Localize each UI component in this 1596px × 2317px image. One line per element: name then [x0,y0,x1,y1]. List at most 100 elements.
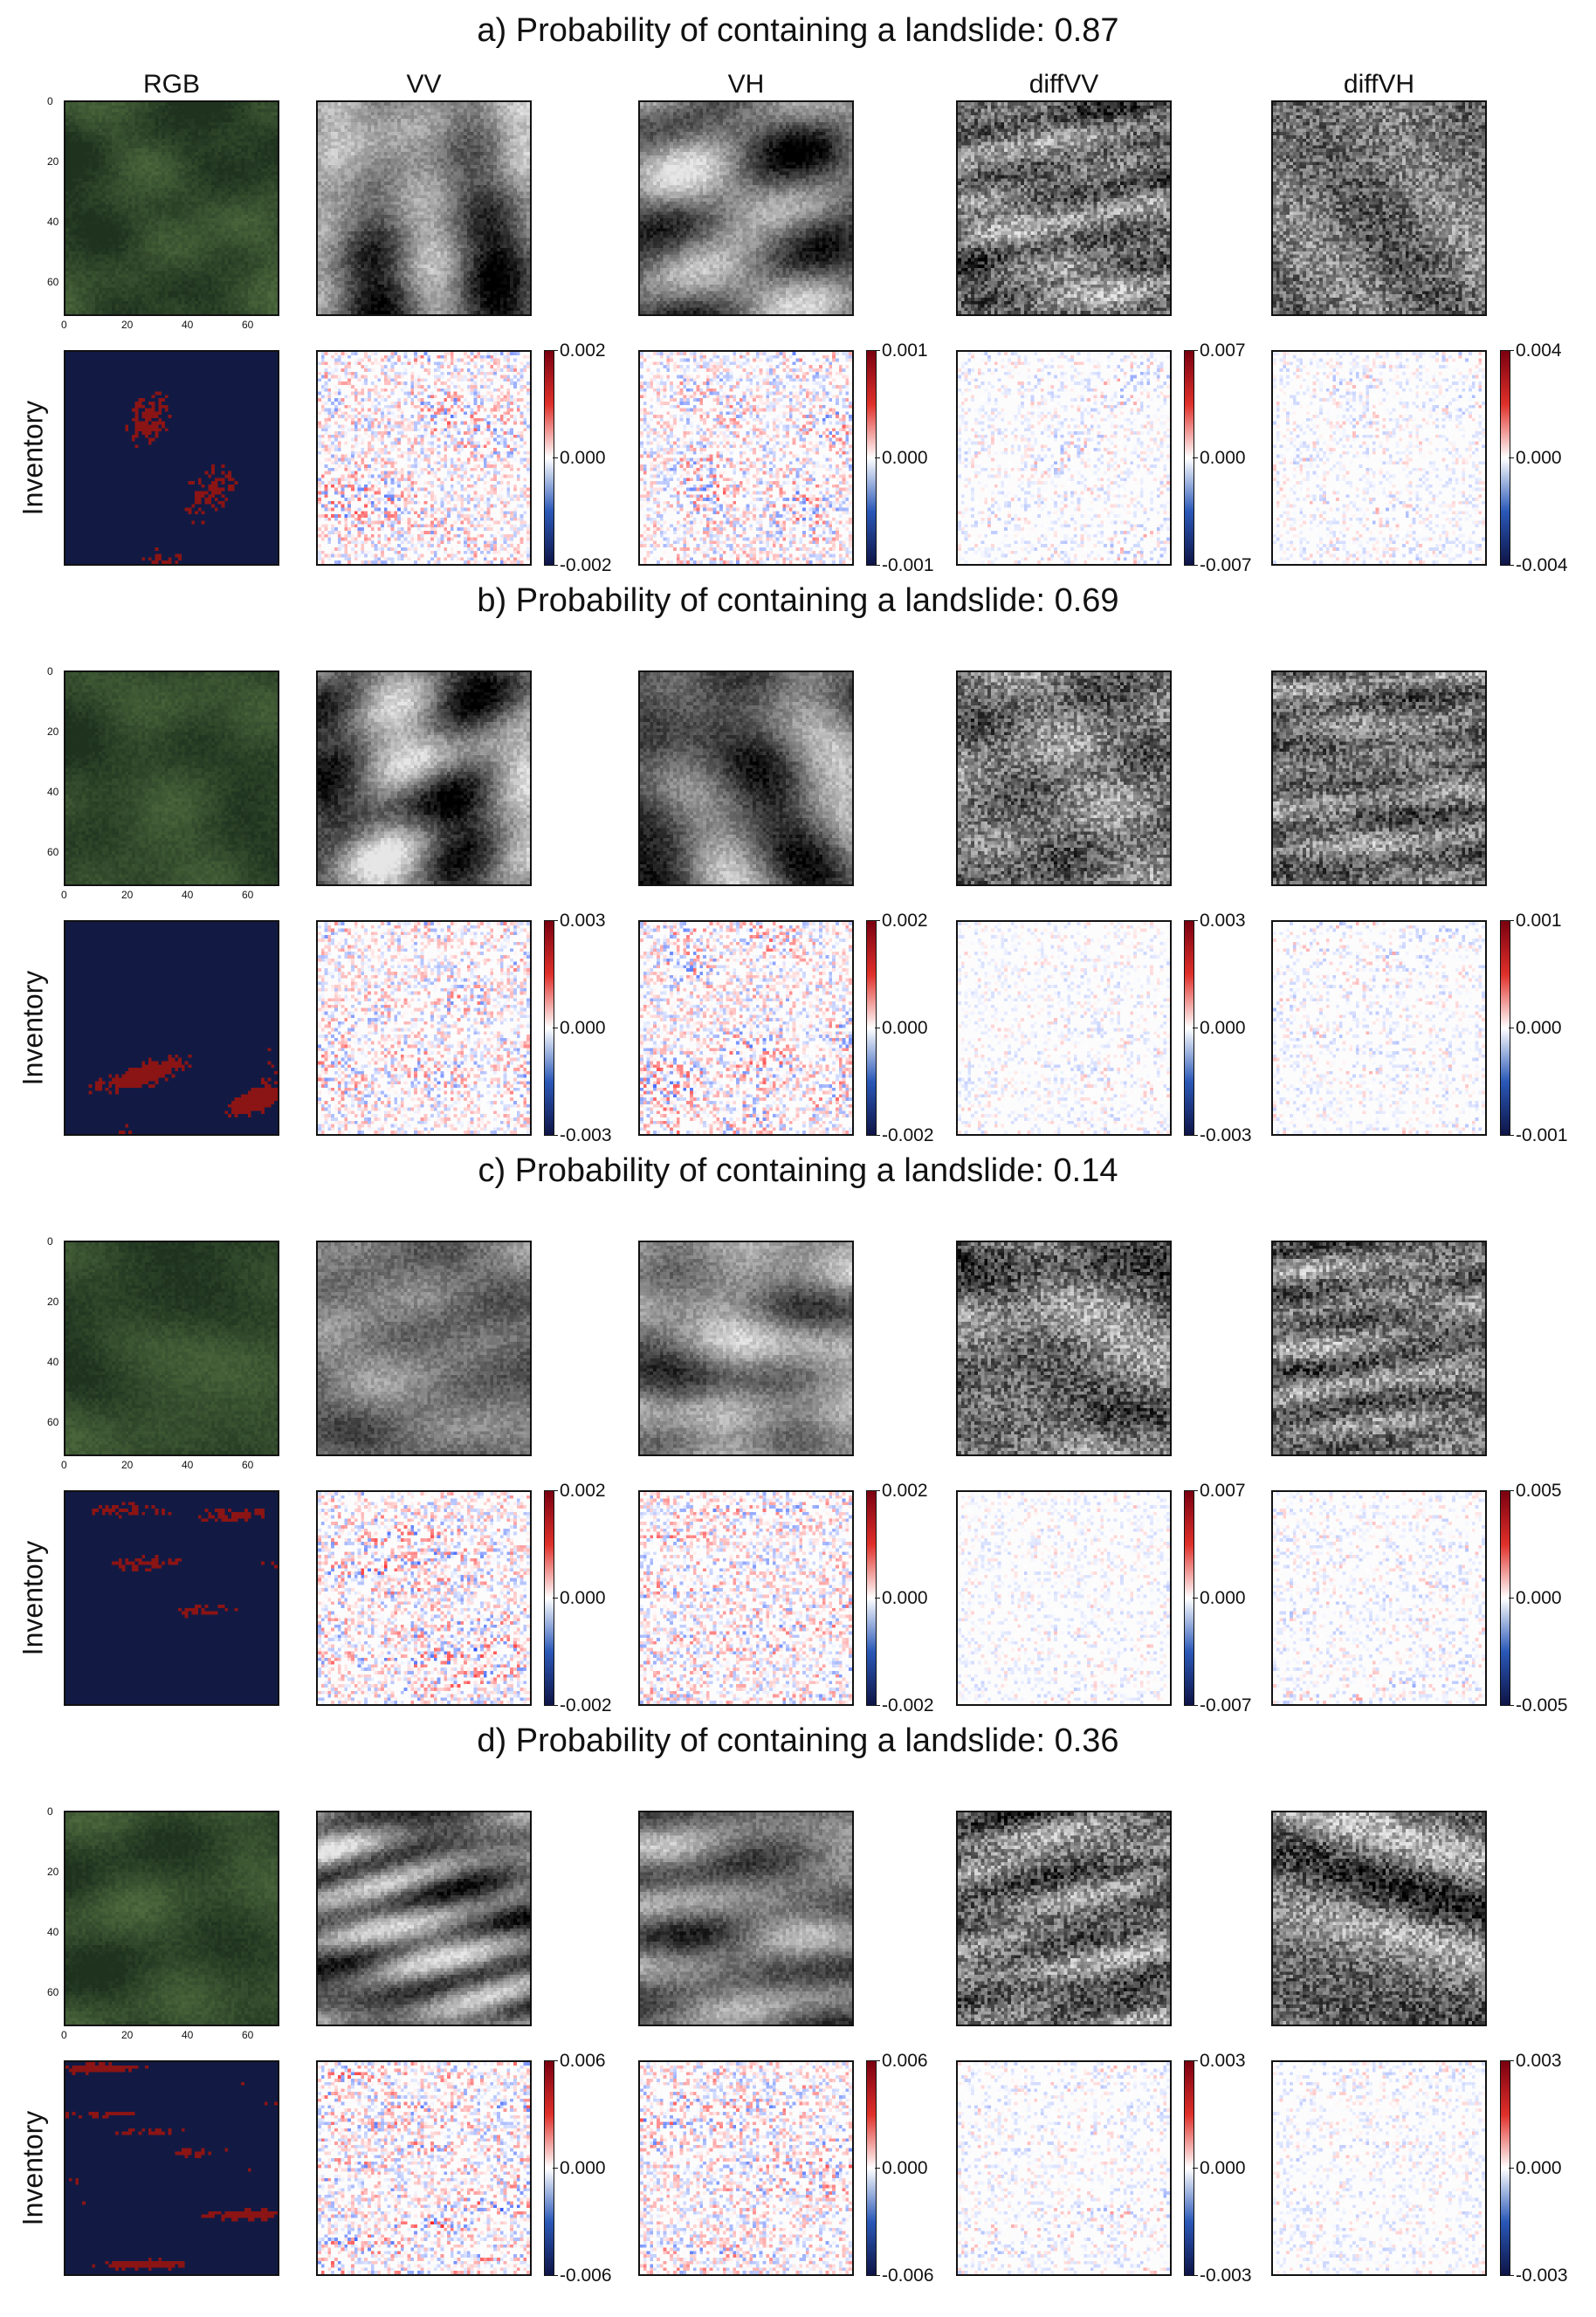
column-header-rgb: RGB [142,70,200,99]
rgb-y-tick: 20 [47,1866,59,1878]
row-label-inventory: Inventory [17,970,49,1086]
diffvh-image [1271,100,1487,316]
colorbar-label-min: -0.004 [1509,555,1568,575]
colorbar-label-max: 0.001 [1509,911,1562,931]
diffvh-attribution-map [1271,1490,1487,1706]
colorbar-label-mid: 0.000 [1509,1018,1562,1038]
colorbar-label-min: -0.007 [1193,1695,1252,1715]
diffvv-image [956,1241,1172,1456]
rgb-x-tick: 60 [242,889,254,901]
column-header-vh: VH [727,70,765,99]
colorbar-label-mid: 0.000 [1193,1018,1246,1038]
colorbar-label-min: -0.003 [553,1125,612,1145]
rgb-y-tick: 20 [47,725,59,738]
colorbar-label-mid: 0.000 [875,1018,928,1038]
colorbar-label-mid: 0.000 [1193,2158,1246,2178]
colorbar-label-min: -0.001 [875,555,934,575]
diffvh-attribution-map [1271,920,1487,1136]
colorbar-label-max: 0.004 [1509,340,1562,361]
vh-attribution-map [638,2060,854,2276]
rgb-y-tick: 40 [47,1926,59,1938]
colorbar-label-min: -0.002 [553,1695,612,1715]
rgb-y-tick: 0 [47,1235,53,1248]
diffvv-attribution-map [956,2060,1172,2276]
colorbar-label-min: -0.003 [1193,2265,1252,2286]
column-header-vv: VV [406,70,442,99]
colorbar-label-mid: 0.000 [1193,1588,1246,1608]
inventory-map [64,350,279,566]
colorbar-label-max: 0.002 [875,911,928,931]
vh-attribution-map [638,350,854,566]
vh-image [638,1241,854,1456]
colorbar-label-mid: 0.000 [875,448,928,468]
rgb-y-tick: 0 [47,1805,53,1818]
colorbar-label-mid: 0.000 [553,448,606,468]
colorbar-label-min: -0.003 [1193,1125,1252,1145]
vv-image [316,1241,532,1456]
colorbar-label-mid: 0.000 [875,1588,928,1608]
colorbar-label-min: -0.002 [553,555,612,575]
colorbar-label-min: -0.005 [1509,1695,1568,1715]
panel-a: a) Probability of containing a landslide… [0,0,1596,574]
colorbar-label-max: 0.003 [1509,2051,1562,2071]
inventory-map [64,1490,279,1706]
rgb-x-tick: 0 [61,1459,67,1471]
colorbar-label-mid: 0.000 [1509,2158,1562,2178]
rgb-y-tick: 40 [47,786,59,798]
rgb-x-tick: 60 [242,319,254,331]
row-label-inventory: Inventory [17,400,49,516]
colorbar-label-min: -0.001 [1509,1125,1568,1145]
rgb-x-tick: 40 [182,889,194,901]
colorbar-label-max: 0.003 [553,911,606,931]
diffvh-image [1271,670,1487,886]
vh-image [638,670,854,886]
rgb-x-tick: 0 [61,889,67,901]
colorbar-label-min: -0.007 [1193,555,1252,575]
diffvv-image [956,1811,1172,2026]
rgb-x-tick: 60 [242,1459,254,1471]
inventory-map [64,920,279,1136]
colorbar-label-max: 0.007 [1193,1481,1246,1501]
panel-title: b) Probability of containing a landslide… [477,582,1119,619]
rgb-image [64,1241,279,1456]
rgb-y-tick: 0 [47,95,53,107]
diffvh-image [1271,1241,1487,1456]
colorbar-label-mid: 0.000 [1193,448,1246,468]
colorbar-label-max: 0.002 [553,340,606,361]
diffvv-attribution-map [956,350,1172,566]
column-header-diffvv: diffVV [1028,70,1099,99]
colorbar-label-mid: 0.000 [553,1018,606,1038]
diffvv-image [956,670,1172,886]
inventory-map [64,2060,279,2276]
colorbar-label-mid: 0.000 [553,2158,606,2178]
column-header-diffvh: diffVH [1343,70,1415,99]
vv-attribution-map [316,2060,532,2276]
colorbar-label-max: 0.001 [875,340,928,361]
colorbar-label-min: -0.002 [875,1695,934,1715]
rgb-x-tick: 20 [121,2029,134,2041]
panel-title: a) Probability of containing a landslide… [477,12,1119,49]
diffvv-image [956,100,1172,316]
colorbar-label-max: 0.006 [553,2051,606,2071]
rgb-y-tick: 20 [47,1296,59,1308]
rgb-y-tick: 60 [47,1416,59,1428]
colorbar-label-max: 0.005 [1509,1481,1562,1501]
diffvv-attribution-map [956,920,1172,1136]
rgb-y-tick: 60 [47,1986,59,1998]
rgb-x-tick: 0 [61,2029,67,2041]
colorbar-label-min: -0.006 [553,2265,612,2286]
rgb-image [64,670,279,886]
vh-image [638,100,854,316]
colorbar-label-mid: 0.000 [875,2158,928,2178]
colorbar-label-mid: 0.000 [1509,1588,1562,1608]
rgb-x-tick: 20 [121,889,134,901]
rgb-y-tick: 0 [47,665,53,677]
diffvh-image [1271,1811,1487,2026]
panel-title: d) Probability of containing a landslide… [477,1722,1119,1759]
vv-attribution-map [316,920,532,1136]
panel-d: d) Probability of containing a landslide… [0,1710,1596,2285]
vv-attribution-map [316,350,532,566]
diffvh-attribution-map [1271,2060,1487,2276]
panel-b: b) Probability of containing a landslide… [0,570,1596,1145]
rgb-image [64,1811,279,2026]
